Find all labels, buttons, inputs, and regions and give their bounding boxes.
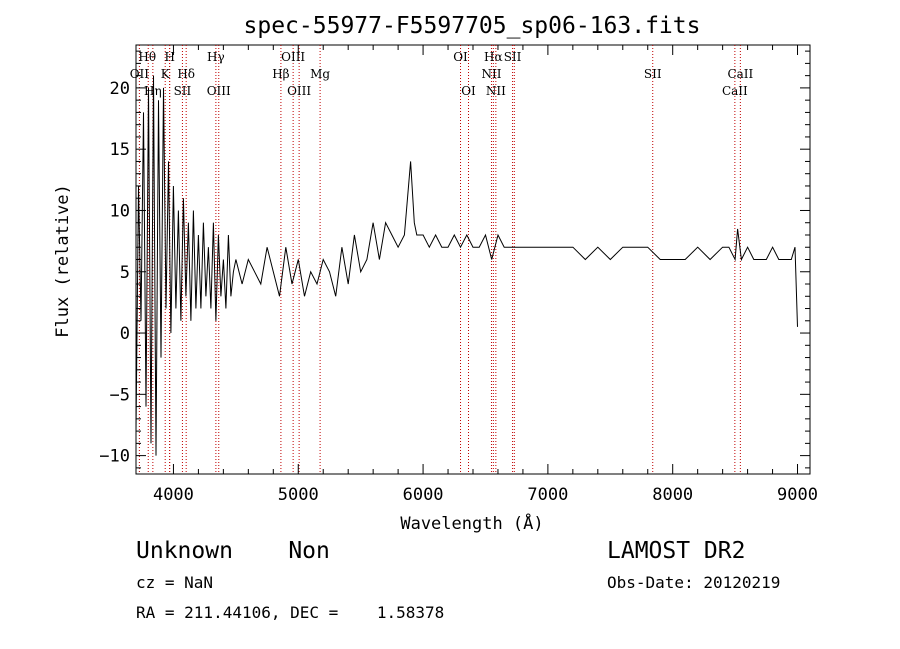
x-tick-label-8000: 8000 — [652, 485, 693, 505]
axis-ticks — [136, 45, 810, 474]
emission-line-label-11: Mg — [310, 67, 330, 81]
x-axis-label: Wavelength (Å) — [400, 512, 543, 534]
x-tick-label-5000: 5000 — [278, 485, 319, 505]
y-tick-label-15: 15 — [110, 140, 130, 160]
emission-line-label-21: CaII — [722, 84, 748, 98]
y-tick-label--5: −5 — [110, 385, 130, 405]
emission-line-label-5: Hα — [484, 50, 503, 64]
emission-line-label-14: CaII — [727, 67, 753, 81]
emission-line-label-17: OIII — [207, 84, 231, 98]
emission-line-label-20: NII — [486, 84, 506, 98]
emission-line-markers — [138, 45, 741, 474]
x-tick-label-7000: 7000 — [527, 485, 568, 505]
emission-line-label-13: SII — [644, 67, 662, 81]
emission-line-label-1: H — [164, 50, 174, 64]
emission-line-label-8: K — [161, 67, 171, 81]
flux-series-line — [135, 75, 798, 456]
y-tick-label-0: 0 — [120, 324, 130, 344]
classification-label: Unknown Non — [136, 538, 330, 564]
y-tick-label-20: 20 — [110, 79, 130, 99]
emission-line-label-18: OIII — [287, 84, 311, 98]
emission-line-label-7: OII — [130, 67, 150, 81]
x-tick-labels: 4000 5000 6000 7000 8000 9000 — [153, 485, 818, 505]
emission-line-label-2: Hγ — [207, 50, 225, 64]
y-tick-label--10: −10 — [99, 447, 130, 467]
obs-date-label: Obs-Date: 20120219 — [607, 573, 781, 592]
emission-line-label-0: Hθ — [138, 50, 156, 64]
emission-line-label-16: SII — [174, 84, 192, 98]
emission-line-label-9: Hδ — [177, 67, 195, 81]
emission-line-label-15: Hη — [144, 84, 162, 98]
x-tick-label-9000: 9000 — [777, 485, 818, 505]
y-tick-label-5: 5 — [120, 263, 130, 283]
x-tick-label-6000: 6000 — [403, 485, 444, 505]
chart-title: spec-55977-F5597705_sp06-163.fits — [244, 13, 701, 39]
emission-line-label-6: SII — [504, 50, 522, 64]
emission-line-label-12: NII — [481, 67, 501, 81]
coordinates-label: RA = 211.44106, DEC = 1.58378 — [136, 603, 445, 622]
emission-line-label-4: OI — [453, 50, 468, 64]
emission-line-label-19: OI — [461, 84, 476, 98]
survey-label: LAMOST DR2 — [607, 538, 746, 564]
y-tick-label-10: 10 — [110, 201, 130, 221]
emission-line-label-10: Hβ — [272, 67, 289, 81]
emission-line-label-3: OIII — [281, 50, 305, 64]
y-axis-label: Flux (relative) — [53, 184, 73, 338]
x-tick-label-4000: 4000 — [153, 485, 194, 505]
plot-frame — [135, 44, 811, 475]
y-tick-labels: −10 −5 0 5 10 15 20 — [99, 79, 130, 467]
redshift-label: cz = NaN — [136, 573, 214, 592]
